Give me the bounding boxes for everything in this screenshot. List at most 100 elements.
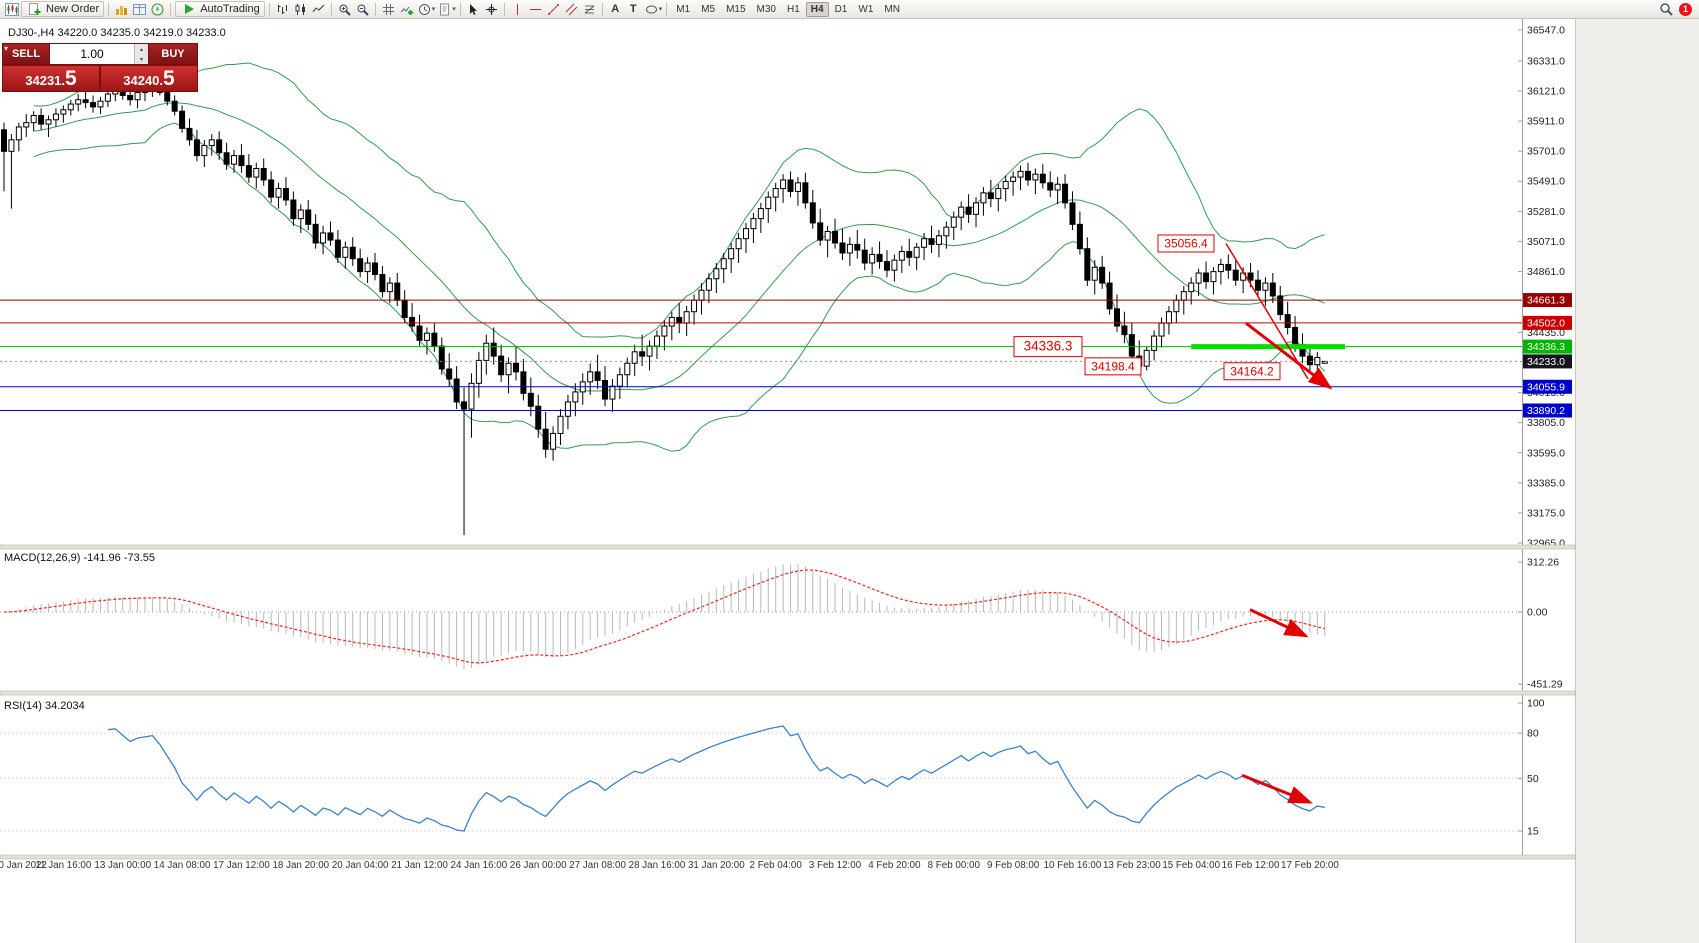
svg-text:33595.0: 33595.0 (1527, 447, 1565, 459)
svg-text:35491.0: 35491.0 (1527, 176, 1565, 188)
svg-text:34336.3: 34336.3 (1024, 339, 1073, 354)
line-chart-icon[interactable] (310, 2, 327, 17)
svg-text:33385.0: 33385.0 (1527, 477, 1565, 489)
svg-text:4 Feb 20:00: 4 Feb 20:00 (868, 860, 921, 871)
svg-text:15: 15 (1527, 826, 1539, 838)
templates-icon[interactable] (436, 2, 453, 17)
vertical-line-icon[interactable] (509, 2, 526, 17)
grid-icon[interactable] (380, 2, 397, 17)
svg-text:34055.9: 34055.9 (1527, 381, 1565, 393)
svg-text:21 Jan 12:00: 21 Jan 12:00 (391, 860, 448, 871)
timeframe-m5-button[interactable]: M5 (696, 2, 720, 17)
autotrading-label: AutoTrading (200, 3, 260, 15)
autotrading-play-icon (180, 2, 197, 17)
macd-indicator-label: MACD(12,26,9) -141.96 -73.55 (4, 552, 156, 564)
svg-text:36547.0: 36547.0 (1527, 25, 1565, 37)
zoom-out-icon[interactable] (354, 2, 371, 17)
periods-icon[interactable] (416, 2, 433, 17)
text-icon[interactable]: A (611, 3, 620, 15)
volume-input[interactable] (50, 44, 134, 64)
timeframe-m1-button[interactable]: M1 (671, 2, 695, 17)
volume-field: ▴ ▾ (49, 44, 149, 64)
fibonacci-icon[interactable] (581, 2, 598, 17)
volume-up-icon[interactable]: ▴ (135, 44, 148, 54)
svg-text:80: 80 (1527, 728, 1539, 740)
svg-text:34164.2: 34164.2 (1230, 364, 1274, 378)
svg-text:50: 50 (1527, 773, 1539, 785)
label-icon[interactable]: T (629, 3, 637, 15)
notification-badge[interactable]: 1 (1679, 2, 1692, 16)
rsi-indicator-label: RSI(14) 34.2034 (4, 700, 85, 712)
svg-text:10 Feb 16:00: 10 Feb 16:00 (1044, 860, 1102, 871)
svg-text:2 Feb 04:00: 2 Feb 04:00 (750, 860, 803, 871)
timeframe-h4-button[interactable]: H4 (805, 1, 829, 17)
timeframe-m30-button[interactable]: M30 (752, 2, 781, 17)
volume-stepper: ▴ ▾ (134, 44, 148, 64)
timeframe-w1-button[interactable]: W1 (853, 2, 878, 17)
navigator-icon[interactable] (149, 2, 166, 17)
indicators-icon[interactable] (398, 2, 415, 17)
cursor-icon[interactable] (465, 2, 482, 17)
chart-canvas[interactable]: 36547.0 36331.0 36121.0 35911.0 35701.0 35491… (0, 19, 1699, 943)
svg-text:17 Feb 20:00: 17 Feb 20:00 (1281, 860, 1339, 871)
timeframe-h1-button[interactable]: H1 (782, 2, 805, 17)
ask-price[interactable]: 34240. 5 (100, 65, 198, 92)
templates-chevron-icon[interactable]: ▾ (452, 6, 456, 13)
shapes-icon[interactable] (643, 2, 660, 17)
svg-text:11 Jan 16:00: 11 Jan 16:00 (35, 860, 91, 871)
svg-text:34336.3: 34336.3 (1527, 341, 1565, 353)
svg-text:36121.0: 36121.0 (1527, 86, 1565, 98)
svg-text:28 Jan 16:00: 28 Jan 16:00 (629, 860, 686, 871)
new-order-label: New Order (46, 3, 100, 15)
market-watch-icon[interactable] (113, 2, 130, 17)
svg-text:36331.0: 36331.0 (1527, 55, 1565, 67)
svg-text:34435.0: 34435.0 (1527, 327, 1565, 339)
candlestick-chart-icon[interactable] (292, 2, 309, 17)
svg-text:35281.0: 35281.0 (1527, 206, 1565, 218)
chart-window: 36547.0 36331.0 36121.0 35911.0 35701.0 35491… (0, 19, 1699, 943)
toolbar-separator (503, 2, 505, 16)
svg-text:0.00: 0.00 (1527, 607, 1548, 619)
toolbar-separator (330, 2, 332, 16)
volume-down-icon[interactable]: ▾ (135, 54, 148, 64)
svg-text:33890.2: 33890.2 (1527, 405, 1565, 417)
bid-price[interactable]: 34231. 5 (2, 65, 100, 92)
toolbar-separator (601, 2, 603, 16)
search-icon[interactable] (1657, 2, 1674, 17)
toolbar-separator (170, 2, 172, 16)
trendline-icon[interactable] (545, 2, 562, 17)
timeframe-m15-button[interactable]: M15 (721, 2, 750, 17)
oct-options-icon[interactable]: ▾ (4, 44, 9, 53)
new-order-icon (26, 2, 43, 17)
timeframe-mn-button[interactable]: MN (879, 2, 905, 17)
svg-text:34233.0: 34233.0 (1527, 356, 1565, 368)
svg-text:33175.0: 33175.0 (1527, 507, 1565, 519)
channel-icon[interactable] (563, 2, 580, 17)
buy-button[interactable]: BUY (149, 44, 197, 64)
svg-text:100: 100 (1527, 698, 1545, 710)
timeframe-d1-button[interactable]: D1 (830, 2, 853, 17)
svg-text:8 Feb 00:00: 8 Feb 00:00 (928, 860, 981, 871)
new-order-button[interactable]: New Order (21, 1, 105, 17)
zoom-in-icon[interactable] (336, 2, 353, 17)
svg-text:33805.0: 33805.0 (1527, 417, 1565, 429)
bar-chart-icon[interactable] (274, 2, 291, 17)
data-window-icon[interactable] (131, 2, 148, 17)
chart-window-icon[interactable] (3, 2, 20, 17)
toolbar-separator (459, 2, 461, 16)
svg-text:312.26: 312.26 (1527, 557, 1559, 569)
svg-text:35911.0: 35911.0 (1527, 116, 1564, 128)
svg-text:3 Feb 12:00: 3 Feb 12:00 (809, 860, 862, 871)
symbol-ohlc-info: DJ30-,H4 34220.0 34235.0 34219.0 34233.0 (8, 27, 226, 39)
svg-text:34861.0: 34861.0 (1527, 266, 1565, 278)
svg-text:13 Feb 23:00: 13 Feb 23:00 (1103, 860, 1161, 871)
svg-text:14 Jan 08:00: 14 Jan 08:00 (154, 860, 211, 871)
toolbar-separator (268, 2, 270, 16)
shapes-chevron-icon[interactable]: ▾ (658, 6, 663, 13)
sell-button[interactable]: SELL (3, 44, 49, 64)
periods-chevron-icon[interactable]: ▾ (431, 6, 436, 13)
horizontal-line-icon[interactable] (527, 2, 544, 17)
crosshair-icon[interactable] (483, 2, 500, 17)
svg-text:17 Jan 12:00: 17 Jan 12:00 (213, 860, 270, 871)
autotrading-button[interactable]: AutoTrading (175, 1, 265, 17)
